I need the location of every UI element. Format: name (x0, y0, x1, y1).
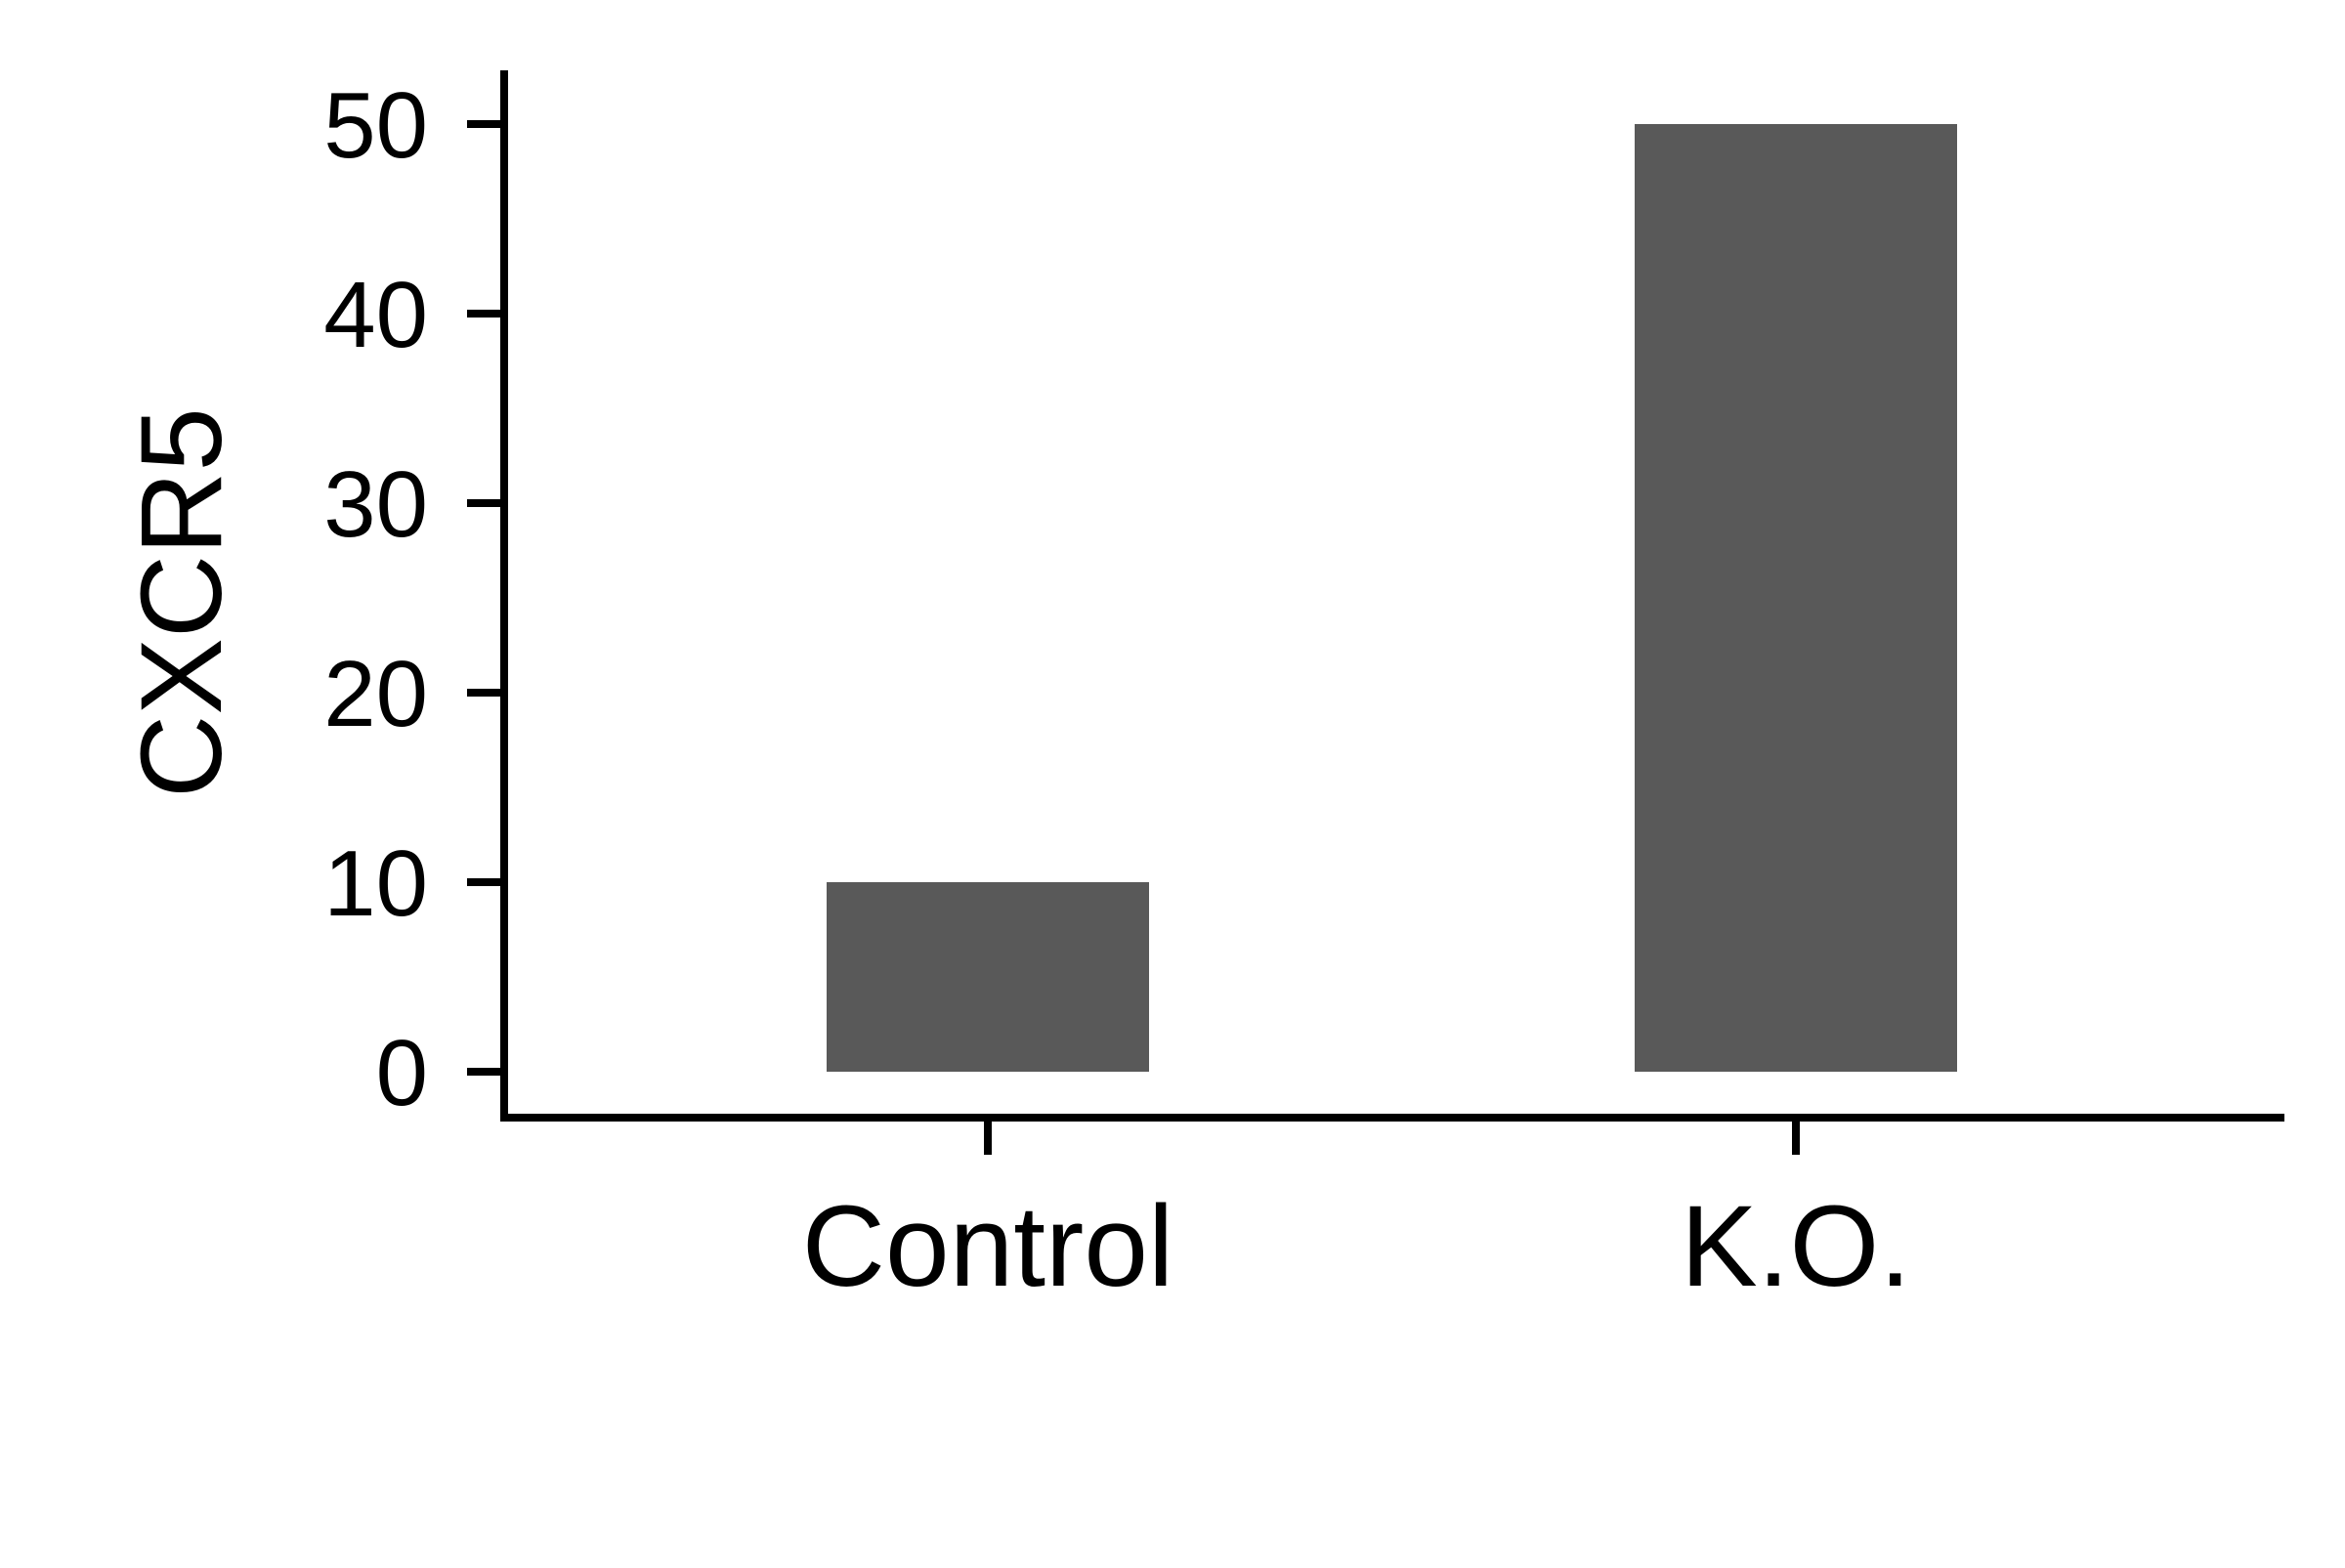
y-tick-label: 50 (323, 73, 428, 178)
y-tick-label: 40 (323, 263, 428, 367)
y-tick-label: 20 (323, 642, 428, 746)
y-axis-title: CXCR5 (117, 407, 246, 798)
x-category-label: Control (802, 1182, 1173, 1311)
y-tick-label: 10 (323, 831, 428, 936)
bar-k-o (1635, 124, 1957, 1072)
labels-layer: 0 10 20 30 40 50 Control K.O. (323, 73, 1911, 1311)
x-category-label: K.O. (1681, 1182, 1911, 1311)
y-tick-label: 0 (376, 1021, 428, 1125)
axes-layer (467, 70, 2284, 1155)
y-tick-label: 30 (323, 452, 428, 557)
bars-layer (827, 124, 1957, 1072)
bar-control (827, 882, 1149, 1072)
